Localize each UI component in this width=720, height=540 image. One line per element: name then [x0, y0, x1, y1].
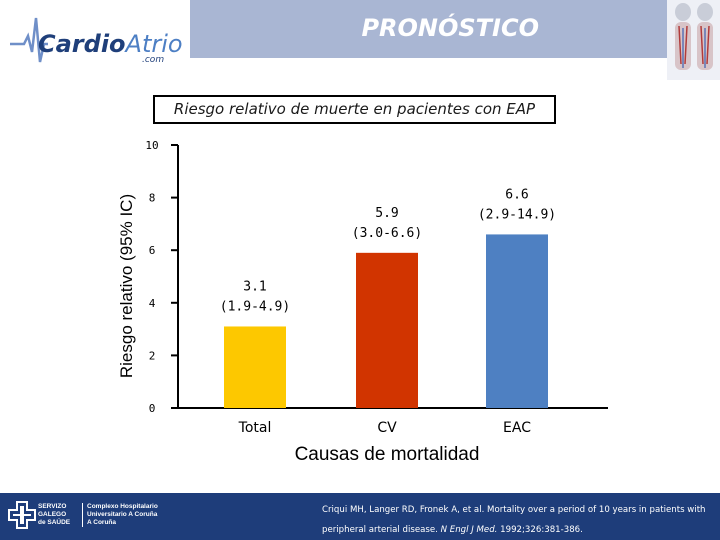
- citation-tail: 1992;326:381-386.: [500, 525, 583, 535]
- data-label-value: 5.9: [375, 206, 398, 221]
- anatomy-illustration: [667, 0, 720, 80]
- y-tick-label: 10: [145, 139, 158, 152]
- y-tick-label: 4: [149, 297, 156, 310]
- logo-main: Cardio: [38, 30, 126, 58]
- org-line: Complexo Hospitalario: [87, 503, 158, 510]
- chart-bars: [224, 234, 548, 408]
- org-line: GALEGO: [38, 511, 67, 518]
- data-label-ci: (3.0-6.6): [352, 226, 422, 241]
- citation-text: Criqui MH, Langer RD, Fronek A, et al. M…: [322, 505, 706, 535]
- hospital-name: Complexo Hospitalario Universitario A Co…: [82, 503, 158, 527]
- x-axis-label: Causas de mortalidad: [295, 444, 480, 465]
- data-label-ci: (2.9-14.9): [478, 207, 556, 222]
- cross-icon: [8, 501, 36, 529]
- y-tick-label: 2: [149, 349, 156, 362]
- y-tick-label: 6: [149, 244, 156, 257]
- cardioatrio-logo[interactable]: [8, 8, 188, 68]
- bar-eac: [486, 234, 548, 408]
- x-tick-label: CV: [377, 420, 397, 436]
- page-title: PRONÓSTICO: [361, 14, 539, 42]
- logo-text: CardioAtrio: [38, 30, 183, 58]
- data-label-ci: (1.9-4.9): [220, 299, 290, 314]
- citation: Criqui MH, Langer RD, Fronek A, et al. M…: [322, 500, 716, 540]
- org-line: Universitario A Coruña: [87, 511, 158, 518]
- heartbeat-icon: [10, 17, 48, 63]
- data-label-value: 6.6: [505, 187, 528, 202]
- footer-bar: [0, 493, 720, 540]
- logo-subtext: .com: [142, 55, 165, 65]
- logo-accent: Atrio: [125, 30, 183, 58]
- bar-cv: [356, 252, 418, 408]
- data-label-value: 3.1: [243, 279, 266, 294]
- org-line: de SAÚDE: [38, 519, 71, 526]
- y-tick-label: 0: [149, 402, 156, 415]
- chart-title: Riesgo relativo de muerte en pacientes c…: [153, 95, 556, 124]
- y-tick-label: 8: [149, 192, 156, 205]
- bar-total: [224, 326, 286, 408]
- title-banner: PRONÓSTICO: [190, 0, 667, 58]
- x-tick-label: Total: [238, 420, 272, 436]
- org-line: SERVIZO: [38, 503, 67, 510]
- citation-journal: N Engl J Med.: [440, 525, 498, 535]
- body-figure-icon: [675, 3, 713, 70]
- org-line: A Coruña: [87, 519, 117, 526]
- sergas-name: SERVIZO GALEGO de SAÚDE: [38, 503, 70, 527]
- y-axis-label: Riesgo relativo (95% IC): [117, 194, 136, 378]
- sergas-logo[interactable]: [8, 500, 36, 535]
- chart-labels: Total 3.1 (1.9-4.9) CV 5.9 (3.0-6.6) EAC 6.6 (2.…: [220, 187, 556, 436]
- x-tick-label: EAC: [503, 420, 531, 436]
